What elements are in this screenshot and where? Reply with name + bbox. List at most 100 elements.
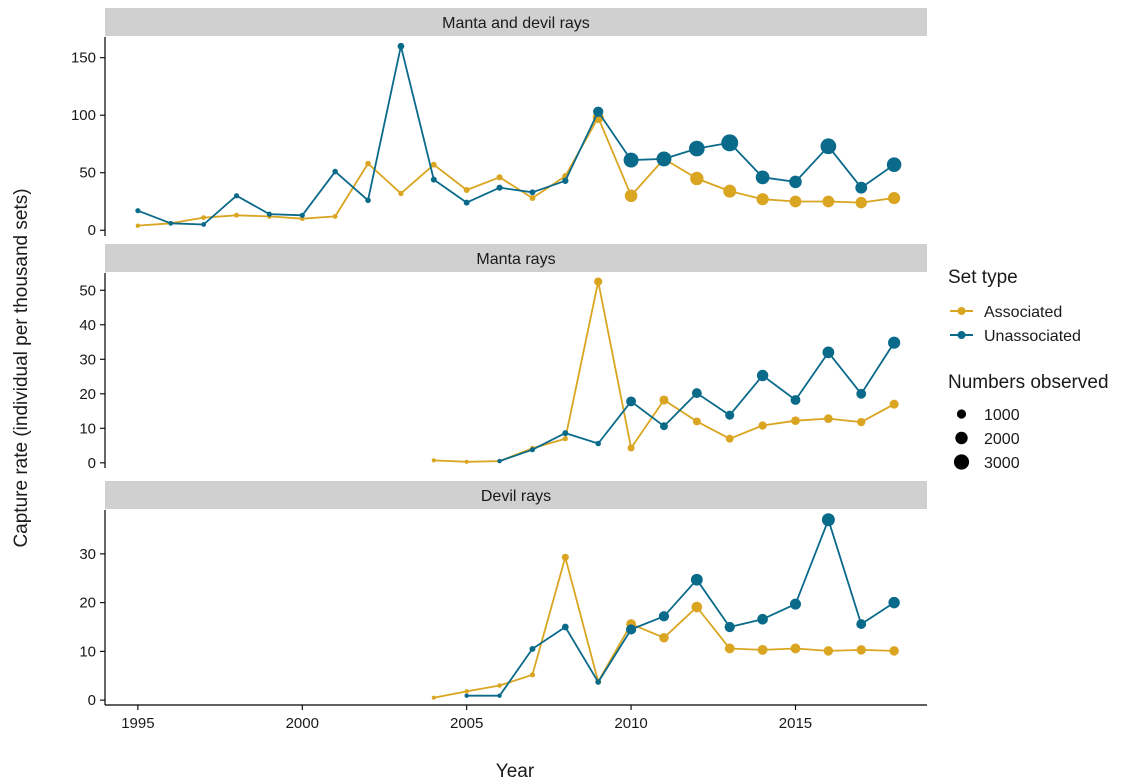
data-point-manta-and-devil-rays-unassociated-2007 [529, 189, 536, 196]
panel-manta-rays: Manta rays 0 10 20 30 40 50 [79, 244, 927, 472]
legend-size-2000: 2000 [955, 431, 1020, 448]
data-point-manta-and-devil-rays-unassociated-2009 [593, 106, 604, 117]
data-point-devil-rays-associated-2014 [757, 644, 768, 655]
data-point-devil-rays-unassociated-2010 [625, 624, 637, 635]
data-point-manta-and-devil-rays-unassociated-2014 [755, 170, 770, 185]
data-point-manta-rays-unassociated-2006 [497, 458, 502, 464]
data-point-manta-and-devil-rays-associated-2016 [822, 195, 835, 208]
x-tick-label-2005: 2005 [450, 715, 483, 732]
legend-item-unassociated: Unassociated [950, 328, 1081, 345]
data-point-manta-and-devil-rays-unassociated-1997 [201, 222, 207, 227]
panel-devil-rays: Devil rays 0 10 20 30 [79, 481, 927, 709]
data-point-manta-and-devil-rays-unassociated-2004 [430, 176, 437, 183]
data-point-manta-rays-unassociated-2010 [626, 396, 637, 407]
y-tick-label-manta-rays-10: 10 [79, 420, 96, 437]
y-axis-title: Capture rate (individual per thousand se… [11, 188, 32, 547]
data-point-manta-and-devil-rays-associated-2014 [756, 193, 769, 206]
data-point-manta-and-devil-rays-unassociated-2017 [855, 181, 868, 194]
y-tick-label-manta-rays-30: 30 [79, 351, 96, 368]
data-point-manta-rays-associated-2012 [692, 417, 701, 426]
data-point-manta-rays-unassociated-2014 [756, 369, 769, 382]
data-point-devil-rays-unassociated-2005 [464, 693, 469, 698]
data-point-manta-and-devil-rays-unassociated-1996 [168, 220, 174, 226]
legend-size-dot-1000 [956, 409, 967, 419]
data-point-manta-and-devil-rays-associated-2007 [529, 195, 536, 202]
x-axis: 1995 2000 2005 2010 2015 [105, 704, 927, 732]
y-tick-label-devil-rays-0: 0 [88, 692, 96, 709]
y-tick-label-manta-and-devil-rays-50: 50 [79, 165, 96, 182]
data-point-manta-rays-associated-2009 [594, 277, 603, 286]
data-point-devil-rays-unassociated-2016 [821, 513, 835, 527]
legend-size-3000: 3000 [953, 454, 1020, 472]
data-point-manta-rays-associated-2005 [464, 459, 469, 464]
data-point-manta-and-devil-rays-associated-2004 [430, 161, 437, 168]
legend-size-label-1000: 1000 [984, 407, 1020, 424]
legend-size-dot-3000 [953, 454, 970, 470]
data-point-manta-rays-unassociated-2015 [790, 395, 801, 405]
data-point-manta-and-devil-rays-associated-1997 [201, 215, 207, 220]
legend-size-dot-2000 [955, 431, 968, 445]
x-tick-label-2010: 2010 [614, 715, 647, 732]
data-point-manta-and-devil-rays-associated-2013 [723, 184, 737, 198]
data-point-devil-rays-unassociated-2008 [561, 623, 569, 631]
data-point-devil-rays-unassociated-2014 [757, 613, 768, 625]
y-tick-label-manta-rays-20: 20 [79, 386, 96, 403]
data-point-devil-rays-unassociated-2012 [690, 573, 703, 586]
data-point-manta-and-devil-rays-unassociated-2006 [496, 184, 503, 191]
data-point-manta-rays-associated-2018 [889, 399, 899, 409]
data-point-manta-rays-unassociated-2009 [595, 440, 601, 447]
x-tick-label-1995: 1995 [121, 715, 154, 732]
data-point-manta-rays-associated-2016 [824, 414, 833, 423]
data-point-devil-rays-associated-2008 [561, 553, 569, 561]
y-tick-label-devil-rays-30: 30 [79, 546, 96, 563]
data-point-devil-rays-associated-2016 [823, 646, 834, 656]
data-point-manta-and-devil-rays-associated-2017 [855, 196, 867, 209]
series-line-devil-rays-unassociated [466, 518, 895, 697]
data-point-manta-rays-unassociated-2017 [856, 388, 867, 399]
data-point-manta-rays-unassociated-2011 [660, 422, 668, 431]
data-point-manta-and-devil-rays-associated-2005 [463, 187, 470, 193]
data-point-manta-and-devil-rays-associated-2003 [398, 190, 404, 197]
y-tick-label-manta-rays-40: 40 [79, 317, 96, 334]
data-point-manta-and-devil-rays-unassociated-2018 [886, 157, 902, 172]
data-point-devil-rays-unassociated-2011 [658, 611, 670, 622]
data-point-manta-rays-unassociated-2013 [725, 410, 735, 420]
panel-strip-manta-rays [105, 244, 927, 272]
data-point-devil-rays-unassociated-2015 [789, 598, 801, 610]
data-point-manta-rays-unassociated-2007 [529, 447, 536, 453]
data-point-manta-and-devil-rays-associated-2006 [496, 174, 503, 181]
data-point-manta-and-devil-rays-associated-2010 [624, 189, 638, 203]
legend: Set type Associated Unassociated Numbers… [948, 267, 1109, 472]
data-point-manta-and-devil-rays-unassociated-2005 [463, 199, 470, 206]
panel-strip-manta-and-devil-rays [105, 8, 927, 36]
data-point-devil-rays-unassociated-2009 [595, 679, 601, 685]
data-point-manta-rays-associated-2015 [791, 416, 800, 426]
data-point-manta-and-devil-rays-unassociated-2000 [299, 212, 305, 218]
data-point-devil-rays-associated-2011 [659, 632, 669, 643]
data-point-devil-rays-unassociated-2017 [856, 619, 867, 629]
data-point-devil-rays-associated-2013 [724, 643, 735, 654]
series-line-manta-rays-unassociated [499, 342, 895, 462]
data-point-manta-and-devil-rays-unassociated-2013 [721, 134, 739, 152]
data-point-devil-rays-unassociated-2013 [724, 621, 735, 633]
data-point-manta-and-devil-rays-associated-1995 [135, 223, 141, 228]
y-tick-label-manta-and-devil-rays-150: 150 [71, 50, 96, 67]
legend-size-title: Numbers observed [948, 372, 1109, 393]
data-point-devil-rays-associated-2018 [889, 646, 899, 656]
data-point-devil-rays-associated-2004 [431, 695, 436, 700]
data-point-manta-and-devil-rays-associated-1998 [234, 212, 240, 218]
data-point-manta-rays-associated-2008 [562, 436, 568, 442]
legend-size-label-3000: 3000 [984, 455, 1020, 472]
legend-label-unassociated: Unassociated [984, 328, 1081, 345]
y-tick-label-manta-rays-0: 0 [88, 455, 96, 472]
y-tick-label-devil-rays-20: 20 [79, 595, 96, 612]
legend-set-type-title: Set type [948, 267, 1018, 288]
data-point-devil-rays-associated-2005 [464, 689, 469, 694]
data-point-manta-rays-associated-2010 [627, 444, 635, 452]
data-point-devil-rays-unassociated-2018 [888, 596, 900, 609]
data-point-manta-and-devil-rays-unassociated-2012 [688, 140, 705, 157]
data-point-manta-rays-associated-2011 [659, 395, 669, 405]
data-point-manta-and-devil-rays-unassociated-1995 [135, 208, 141, 214]
legend-size-label-2000: 2000 [984, 431, 1020, 448]
